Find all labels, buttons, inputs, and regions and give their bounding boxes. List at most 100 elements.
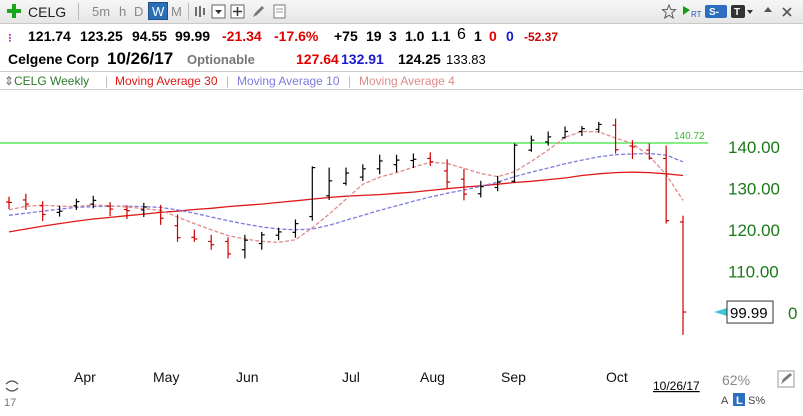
toolbar-divider (78, 3, 79, 20)
quote-ds: -52.37 (524, 30, 559, 44)
bottom-l-label: L (736, 395, 743, 407)
ohlc-bar (629, 140, 636, 159)
price-chart[interactable]: 140.72 140.00 130.00 120.00 110.00 0 Apr May Ju… (0, 90, 803, 411)
resistance-line-label: 140.72 (674, 131, 705, 142)
ohlc-bar (646, 143, 653, 160)
ohlc-bar (460, 168, 467, 201)
ohlc-bar (595, 121, 602, 133)
period-hour[interactable]: h (119, 4, 127, 19)
ohlc-bar (225, 237, 232, 259)
ohlc-bar (56, 205, 63, 217)
ohlc-bar (343, 167, 349, 186)
updown-icon[interactable]: ⇕ (4, 74, 15, 88)
x-axis-month-label: Jun (236, 369, 259, 385)
ohlc-bar (107, 202, 114, 217)
ohlc-bar (22, 193, 29, 210)
quote-v3: 1.0 (405, 28, 425, 44)
x-axis-month-label: May (153, 369, 179, 385)
toolbar-divider (188, 3, 189, 20)
last-price-label: 99.99 (730, 305, 768, 322)
period-5m[interactable]: 5m (92, 4, 111, 19)
add-symbol-icon[interactable] (6, 3, 22, 19)
quote-v1: 19 (366, 28, 382, 44)
period-week[interactable]: W (148, 2, 169, 20)
y-tick-label: 140.00 (728, 138, 780, 157)
date-label: 10/26/17 (653, 379, 700, 393)
ohlc-bar (359, 164, 366, 181)
add-indicator-icon[interactable] (230, 4, 245, 19)
ohlc-bar (140, 202, 147, 217)
draw-pencil-icon[interactable] (251, 4, 266, 19)
menu-dots-icon[interactable]: ⁝ (8, 31, 12, 45)
legend-divider: | (226, 74, 230, 88)
company-p1: 127.64 (296, 51, 339, 67)
ohlc-bar (393, 154, 400, 173)
company-line: Celgene Corp 10/26/17 Optionable 127.64 … (0, 48, 803, 70)
svg-text:T: T (734, 7, 740, 18)
period-day[interactable]: D (134, 4, 144, 19)
ohlc-bar (477, 180, 484, 198)
symbol-label[interactable]: CELG (28, 4, 67, 20)
quote-v6: 1 (474, 28, 482, 44)
x-axis-month-label: Oct (606, 369, 628, 385)
ohlc-bar (208, 234, 215, 250)
ohlc-bar (578, 126, 585, 137)
period-month[interactable]: M (171, 4, 182, 19)
ohlc-bar (292, 219, 299, 238)
chart-type-icon[interactable] (193, 4, 208, 19)
y-tick-label: 130.00 (728, 180, 780, 199)
ohlc-bar (123, 205, 130, 220)
company-date: 10/26/17 (107, 49, 174, 68)
ohlc-bar (612, 118, 619, 154)
ohlc-bar (545, 131, 552, 146)
optionable-label: Optionable (187, 52, 255, 67)
ma4-line (8, 130, 684, 243)
ma30-line (8, 171, 684, 233)
quote-line: ⁝ 121.74 123.25 94.55 99.99 -21.34 -17.6… (0, 24, 803, 47)
company-p2: 132.91 (341, 51, 384, 67)
quote-v7: 0 (489, 28, 497, 44)
ohlc-bar (663, 145, 670, 224)
x-axis-month-label: Sep (501, 369, 526, 385)
dropdown-icon[interactable] (211, 4, 226, 19)
y-tick-label: 120.00 (728, 221, 780, 240)
collapse-icon[interactable] (762, 4, 774, 19)
flag-rt-icon[interactable]: RT (681, 4, 703, 19)
ohlc-bar (680, 215, 686, 335)
edit-pencil-icon[interactable] (781, 373, 792, 384)
ohlc-bar (326, 167, 333, 200)
notes-icon[interactable] (272, 4, 287, 19)
x-axis-month-label: Jul (342, 369, 360, 385)
legend-bar: ⇕ CELG Weekly | Moving Average 30 | Movi… (0, 71, 803, 90)
zoom-label: 62% (722, 372, 750, 388)
ohlc-bar (528, 135, 535, 152)
company-p4: 133.83 (446, 52, 486, 67)
ohlc-bar (410, 153, 417, 168)
s-button-icon[interactable]: S- (705, 4, 729, 19)
company-p3: 124.25 (398, 51, 441, 67)
bottom-s-label: S% (748, 395, 765, 407)
quote-v4: 1.1 (431, 28, 451, 44)
ohlc-bar (191, 229, 198, 242)
ohlc-bar (494, 175, 501, 192)
legend-ma30[interactable]: Moving Average 30 (115, 74, 218, 88)
x-axis-month-label: Apr (74, 369, 96, 385)
legend-series[interactable]: CELG Weekly (14, 74, 90, 88)
quote-rating: +75 (334, 28, 358, 44)
close-icon[interactable] (780, 4, 794, 19)
t-button-icon[interactable]: T (731, 4, 755, 19)
svg-text:S-: S- (709, 7, 719, 18)
quote-change: -21.34 (222, 28, 262, 44)
ohlc-bar (258, 231, 265, 250)
quote-close: 99.99 (175, 28, 211, 44)
refresh-icon[interactable] (5, 380, 19, 392)
ohlc-bar (427, 152, 434, 166)
toolbar: CELG 5m h D W M RT S- T (0, 0, 803, 24)
quote-open: 121.74 (28, 28, 71, 44)
company-name: Celgene Corp (8, 51, 100, 67)
legend-ma10[interactable]: Moving Average 10 (237, 74, 340, 88)
legend-ma4[interactable]: Moving Average 4 (359, 74, 455, 88)
price-chart-svg[interactable]: 140.72 140.00 130.00 120.00 110.00 0 Apr May Ju… (0, 90, 803, 411)
star-icon[interactable] (661, 4, 677, 19)
quote-change-pct: -17.6% (274, 28, 319, 44)
